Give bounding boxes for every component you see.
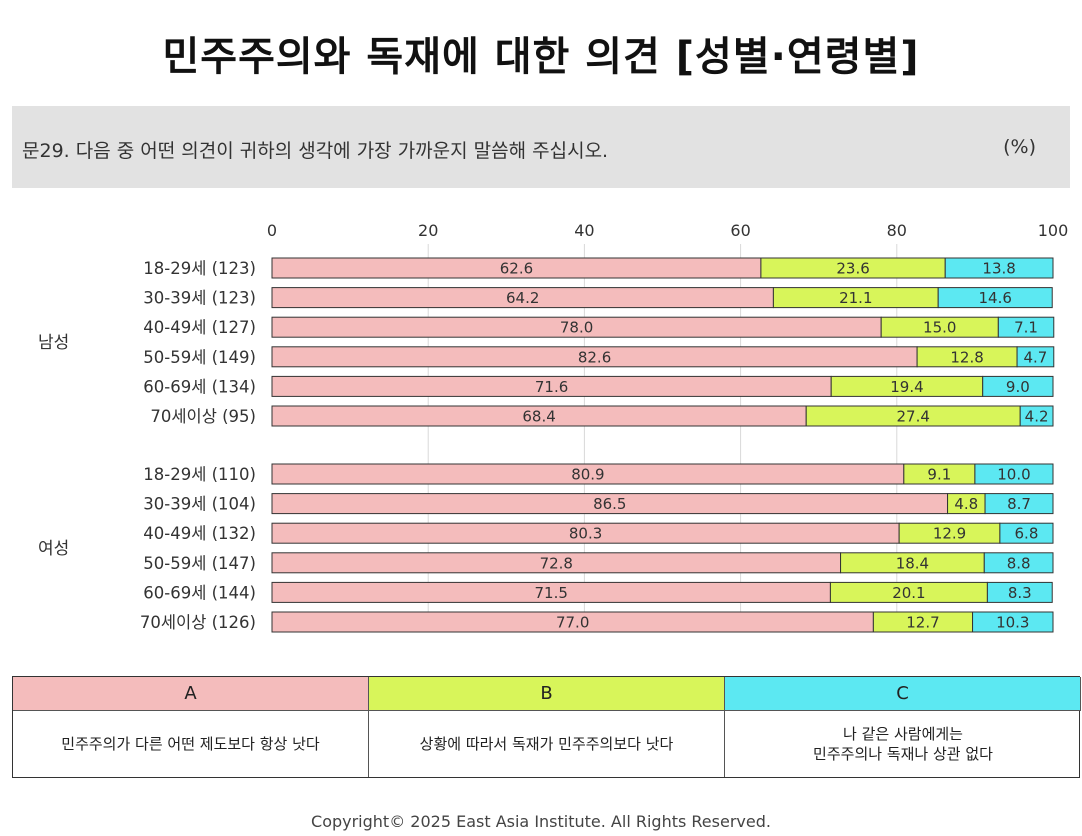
data-label: 21.1 [839, 289, 872, 307]
data-label: 12.8 [950, 348, 983, 366]
row-label: 70세이상 (95) [150, 407, 256, 426]
data-label: 27.4 [896, 408, 929, 426]
data-label: 80.9 [571, 466, 604, 484]
row-label: 40-49세 (132) [143, 524, 256, 543]
row-label: 40-49세 (127) [143, 318, 256, 337]
legend-desc-c-line1: 나 같은 사람에게는 [843, 724, 963, 743]
data-label: 6.8 [1015, 525, 1039, 543]
data-label: 4.7 [1023, 348, 1047, 366]
row-label: 50-59세 (149) [143, 348, 256, 367]
bar-segment-c [1019, 405, 1054, 427]
data-label: 71.6 [535, 378, 568, 396]
data-label: 13.8 [982, 260, 1015, 278]
legend-desc-c-line2: 민주주의나 독재나 상관 없다 [813, 745, 993, 763]
row-label: 30-39세 (123) [143, 289, 256, 308]
data-label: 18.4 [896, 554, 929, 572]
row-label: 50-59세 (147) [143, 554, 256, 573]
question-text: 문29. 다음 중 어떤 의견이 귀하의 생각에 가장 가까운지 말씀해 주십시… [22, 140, 609, 162]
legend-desc-b: 상황에 따라서 독재가 민주주의보다 낫다 [369, 711, 725, 777]
row-label: 70세이상 (126) [140, 613, 256, 632]
data-label: 86.5 [593, 495, 626, 513]
data-label: 62.6 [500, 260, 533, 278]
x-tick-label: 80 [887, 221, 907, 240]
stacked-bar-chart: 0 20 40 60 80 100 18-29세 (123) 62.6 23.6 13.8 30-3… [38, 221, 1069, 633]
data-label: 10.3 [996, 614, 1029, 632]
bar-segment-c [999, 522, 1054, 544]
data-label: 64.2 [506, 289, 539, 307]
legend-header-b: B [369, 677, 725, 711]
row-label: 60-69세 (144) [143, 583, 256, 602]
bar-segment-c [937, 287, 1053, 309]
bar-segment-c [972, 611, 1054, 633]
row-label: 60-69세 (134) [143, 377, 256, 396]
data-label: 9.0 [1006, 378, 1030, 396]
data-label: 12.7 [906, 614, 939, 632]
unit-label: (%) [1003, 136, 1036, 158]
x-tick-label: 20 [418, 221, 438, 240]
data-label: 8.7 [1007, 495, 1031, 513]
bar-segment-c [974, 463, 1054, 485]
bar-segment-c [982, 375, 1054, 397]
row-label: 18-29세 (110) [143, 465, 256, 484]
x-tick-label: 100 [1038, 221, 1069, 240]
question-banner [12, 106, 1070, 188]
data-label: 7.1 [1014, 319, 1038, 337]
x-tick-label: 60 [730, 221, 750, 240]
data-label: 15.0 [923, 319, 956, 337]
data-label: 23.6 [836, 260, 869, 278]
row-label: 30-39세 (104) [143, 495, 256, 514]
data-label: 82.6 [578, 348, 611, 366]
data-label: 80.3 [569, 525, 602, 543]
bar-segment-c [986, 581, 1053, 603]
data-label: 8.8 [1007, 554, 1031, 572]
legend-header-c: C [725, 677, 1081, 711]
bar-segment-c [983, 552, 1054, 574]
legend-table: A B C 민주주의가 다른 어떤 제도보다 항상 낫다 상황에 따라서 독재가… [12, 676, 1081, 778]
data-label: 10.0 [997, 466, 1030, 484]
data-label: 19.4 [890, 378, 923, 396]
x-tick-label: 40 [574, 221, 594, 240]
data-label: 78.0 [560, 319, 593, 337]
data-label: 8.3 [1008, 584, 1032, 602]
page-title: 민주주의와 독재에 대한 의견 [성별·연령별] [162, 34, 920, 80]
data-label: 12.9 [933, 525, 966, 543]
data-label: 71.5 [535, 584, 568, 602]
bar-segment-c [984, 493, 1054, 515]
group-label: 여성 [38, 539, 69, 559]
legend-header-a: A [13, 677, 369, 711]
data-label: 68.4 [522, 408, 555, 426]
legend-desc-a: 민주주의가 다른 어떤 제도보다 항상 낫다 [13, 711, 369, 777]
legend-desc-c: 나 같은 사람에게는 민주주의나 독재나 상관 없다 [725, 711, 1081, 777]
bar-segment-c [1016, 346, 1055, 368]
data-label: 77.0 [556, 614, 589, 632]
bar-segment-c [944, 257, 1054, 279]
data-label: 72.8 [540, 554, 573, 572]
copyright: Copyright© 2025 East Asia Institute. All… [311, 812, 771, 831]
x-tick-label: 0 [267, 221, 277, 240]
row-label: 18-29세 (123) [143, 259, 256, 278]
bar-segment-c [997, 316, 1055, 338]
data-label: 4.2 [1025, 408, 1049, 426]
data-label: 14.6 [979, 289, 1012, 307]
data-label: 4.8 [954, 495, 978, 513]
group-label: 남성 [38, 333, 69, 353]
data-label: 20.1 [892, 584, 925, 602]
data-label: 9.1 [927, 466, 951, 484]
